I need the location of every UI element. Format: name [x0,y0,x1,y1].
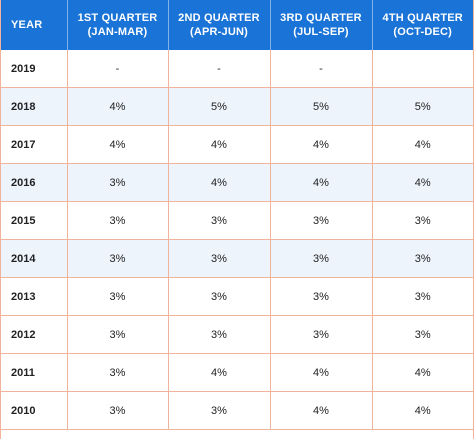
q4-cell: 3% [372,277,473,316]
header-year: YEAR [1,0,68,50]
table-row: 2019 - - - [1,50,473,88]
q3-cell: 3% [270,239,373,278]
q2-cell: 5% [168,87,271,126]
header-q4-title: 4TH QUARTER [382,12,463,24]
table-row: 2010 3% 3% 4% 4% [1,391,473,430]
header-q4: 4TH QUARTER (OCT-DEC) [372,0,473,50]
q2-cell: 3% [168,239,271,278]
header-q2-months: (APR-JUN) [189,26,249,38]
header-q1-months: (JAN-MAR) [87,26,148,38]
header-q3-title: 3RD QUARTER [280,12,362,24]
q4-cell [372,50,473,88]
q2-cell: 3% [168,277,271,316]
header-q2-title: 2ND QUARTER [178,12,260,24]
q4-cell: 4% [372,353,473,392]
header-q4-months: (OCT-DEC) [393,26,453,38]
q4-cell: 3% [372,201,473,240]
q3-cell: 4% [270,391,373,430]
header-year-label: YEAR [11,19,43,31]
q4-cell: 4% [372,163,473,202]
q4-cell: 4% [372,391,473,430]
header-q1-title: 1ST QUARTER [77,12,158,24]
q1-cell: 3% [67,201,169,240]
table-row: 2017 4% 4% 4% 4% [1,125,473,164]
q1-cell: 4% [67,125,169,164]
q3-cell: 4% [270,163,373,202]
q1-cell: - [67,50,169,88]
q1-cell: 3% [67,315,169,354]
header-q3-months: (JUL-SEP) [293,26,349,38]
q3-cell: 4% [270,125,373,164]
year-cell: 2016 [1,163,68,202]
q3-cell: - [270,50,373,88]
table-row: 2013 3% 3% 3% 3% [1,277,473,316]
q3-cell: 3% [270,201,373,240]
year-cell: 2019 [1,50,68,88]
q4-cell: 3% [372,239,473,278]
q3-cell: 4% [270,353,373,392]
header-q2: 2ND QUARTER (APR-JUN) [168,0,271,50]
q2-cell: 3% [168,391,271,430]
table-row: 2016 3% 4% 4% 4% [1,163,473,202]
q2-cell: 4% [168,163,271,202]
table-row: 2012 3% 3% 3% 3% [1,315,473,354]
q3-cell: 3% [270,315,373,354]
year-cell: 2015 [1,201,68,240]
q1-cell: 3% [67,239,169,278]
year-cell: 2017 [1,125,68,164]
table-row: 2015 3% 3% 3% 3% [1,201,473,240]
header-row: YEAR 1ST QUARTER (JAN-MAR) 2ND QUARTER (… [1,0,473,50]
year-cell: 2010 [1,391,68,430]
year-cell: 2018 [1,87,68,126]
q4-cell: 3% [372,315,473,354]
year-cell: 2014 [1,239,68,278]
q3-cell: 5% [270,87,373,126]
q1-cell: 3% [67,353,169,392]
q1-cell: 4% [67,87,169,126]
q1-cell: 3% [67,391,169,430]
q2-cell: 4% [168,353,271,392]
q4-cell: 4% [372,125,473,164]
q1-cell: 3% [67,277,169,316]
year-cell: 2013 [1,277,68,316]
header-q3: 3RD QUARTER (JUL-SEP) [270,0,373,50]
q2-cell: - [168,50,271,88]
table-header: YEAR 1ST QUARTER (JAN-MAR) 2ND QUARTER (… [1,0,473,50]
table-row: 2011 3% 4% 4% 4% [1,353,473,392]
header-q1: 1ST QUARTER (JAN-MAR) [67,0,169,50]
q3-cell: 3% [270,277,373,316]
table-row: 2014 3% 3% 3% 3% [1,239,473,278]
year-cell: 2012 [1,315,68,354]
q2-cell: 3% [168,315,271,354]
quarterly-rate-table: YEAR 1ST QUARTER (JAN-MAR) 2ND QUARTER (… [1,0,473,430]
q2-cell: 4% [168,125,271,164]
q1-cell: 3% [67,163,169,202]
year-cell: 2011 [1,353,68,392]
table-body: 2019 - - - 2018 4% 5% 5% 5% 2017 4% 4% 4… [1,50,473,430]
q4-cell: 5% [372,87,473,126]
q2-cell: 3% [168,201,271,240]
table-row: 2018 4% 5% 5% 5% [1,87,473,126]
